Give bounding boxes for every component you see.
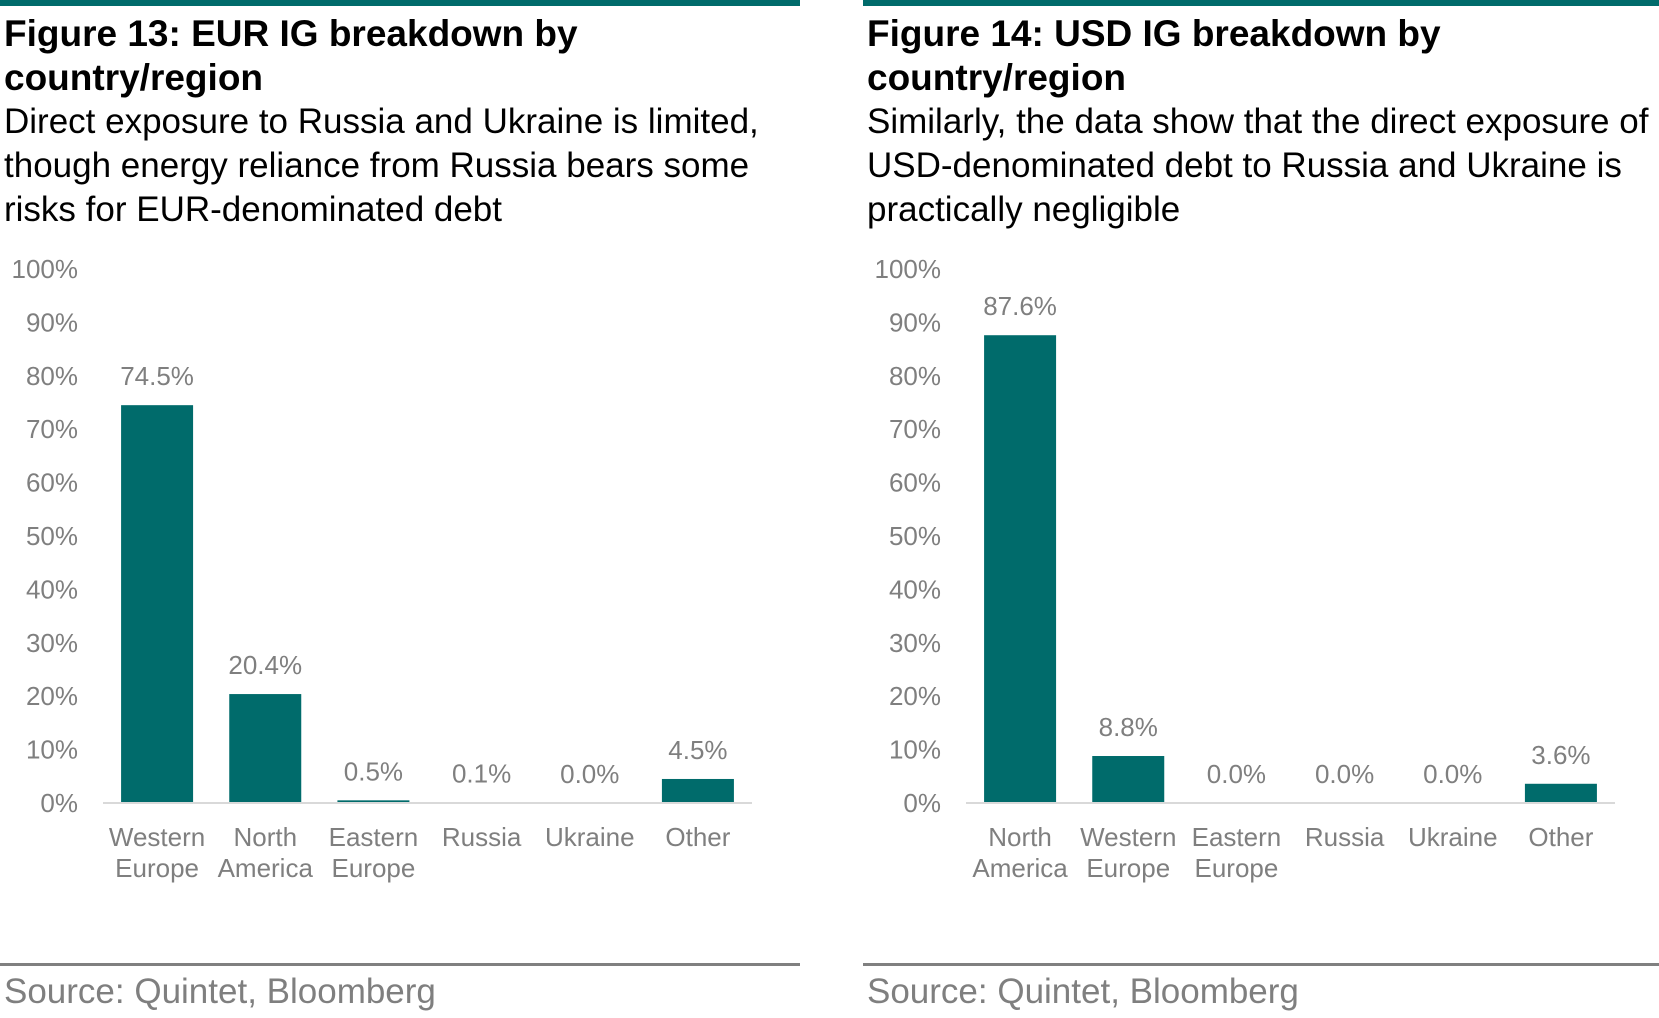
figure-subtitle: Similarly, the data show that the direct… <box>867 102 1649 229</box>
y-tick-label: 40% <box>26 574 78 604</box>
y-tick-label: 0% <box>40 788 78 818</box>
category-label: Europe <box>115 853 199 883</box>
bar <box>229 694 302 803</box>
category-label: Ukraine <box>545 822 635 852</box>
bar <box>121 405 194 803</box>
data-label: 8.8% <box>1099 712 1158 742</box>
figure-title: Figure 14: USD IG breakdown by country/r… <box>867 13 1441 98</box>
usd-ig-bar-chart: 0% 10% 20% 30% 40% 50% 60% 70% 80% 90% 100% 87.6% No… <box>875 254 1615 883</box>
y-tick-label: 10% <box>26 735 78 765</box>
data-label: 0.0% <box>1315 759 1374 789</box>
category-label: North <box>233 822 297 852</box>
data-label: 4.5% <box>668 735 727 765</box>
data-label: 0.0% <box>1423 759 1482 789</box>
category-label: Eastern <box>1192 822 1282 852</box>
y-tick-label: 70% <box>26 414 78 444</box>
y-tick-label: 100% <box>875 254 942 284</box>
category-label: Eastern <box>329 822 419 852</box>
data-label: 0.5% <box>344 756 403 786</box>
category-label: Russia <box>442 822 522 852</box>
category-label: Western <box>109 822 205 852</box>
y-tick-label: 30% <box>889 628 941 658</box>
y-tick-label: 80% <box>889 361 941 391</box>
figure-title: Figure 13: EUR IG breakdown by country/r… <box>4 13 578 98</box>
y-tick-label: 10% <box>889 735 941 765</box>
data-label: 20.4% <box>228 650 302 680</box>
y-tick-label: 70% <box>889 414 941 444</box>
y-tick-label: 0% <box>903 788 941 818</box>
category-label: Other <box>1528 822 1593 852</box>
data-label: 3.6% <box>1531 740 1590 770</box>
y-tick-label: 50% <box>889 521 941 551</box>
figure-14-panel: Figure 14: USD IG breakdown by country/r… <box>863 0 1659 1018</box>
category-label: Europe <box>1194 853 1278 883</box>
source-note: Source: Quintet, Bloomberg <box>867 972 1299 1011</box>
category-label: Europe <box>1086 853 1170 883</box>
y-tick-label: 60% <box>889 468 941 498</box>
y-tick-label: 30% <box>26 628 78 658</box>
category-label: North <box>988 822 1052 852</box>
y-tick-label: 20% <box>889 681 941 711</box>
category-label: America <box>218 853 314 883</box>
top-rule <box>0 0 800 6</box>
category-label: Europe <box>331 853 415 883</box>
data-label: 87.6% <box>983 291 1057 321</box>
data-label: 0.0% <box>1207 759 1266 789</box>
figure-subtitle: Direct exposure to Russia and Ukraine is… <box>4 102 759 229</box>
top-rule <box>863 0 1659 6</box>
y-tick-label: 60% <box>26 468 78 498</box>
category-label: America <box>972 853 1068 883</box>
bar <box>337 800 410 803</box>
y-tick-label: 50% <box>26 521 78 551</box>
data-label: 0.1% <box>452 758 511 788</box>
y-tick-label: 100% <box>12 254 79 284</box>
bar <box>1092 756 1165 803</box>
bar <box>661 778 734 803</box>
bar <box>984 335 1057 803</box>
bottom-rule <box>863 963 1659 966</box>
category-label: Other <box>665 822 730 852</box>
y-tick-label: 40% <box>889 574 941 604</box>
category-label: Western <box>1080 822 1176 852</box>
source-note: Source: Quintet, Bloomberg <box>4 972 436 1011</box>
figure-13-panel: Figure 13: EUR IG breakdown by country/r… <box>0 0 800 1018</box>
category-label: Russia <box>1305 822 1385 852</box>
eur-ig-bar-chart: 0% 10% 20% 30% 40% 50% 60% 70% 80% 90% 100% 74.5% We… <box>12 254 752 883</box>
bar <box>1524 783 1597 803</box>
y-tick-label: 80% <box>26 361 78 391</box>
y-tick-label: 90% <box>889 307 941 337</box>
data-label: 0.0% <box>560 759 619 789</box>
category-label: Ukraine <box>1408 822 1498 852</box>
y-tick-label: 20% <box>26 681 78 711</box>
y-tick-label: 90% <box>26 307 78 337</box>
data-label: 74.5% <box>120 361 194 391</box>
bottom-rule <box>0 963 800 966</box>
